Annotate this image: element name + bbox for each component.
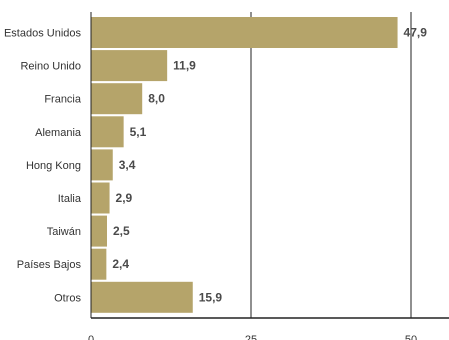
tick-labels: 0 25 50 xyxy=(88,334,417,340)
category-labels: Estados Unidos Reino Unido Francia Alemania… xyxy=(4,28,82,305)
value-label-francia: 8,0 xyxy=(148,92,165,106)
category-label-italia: Italia xyxy=(58,193,82,205)
bar-hong-kong xyxy=(91,149,113,181)
bar-reino-unido xyxy=(91,50,168,82)
bars xyxy=(91,17,398,313)
bar-francia xyxy=(91,83,143,115)
value-label-taiwan: 2,5 xyxy=(113,224,130,238)
value-labels: 47,9 11,9 8,0 5,1 3,4 2,9 2,5 2,4 15,9 xyxy=(112,26,427,305)
value-label-italia: 2,9 xyxy=(116,191,133,205)
bar-alemania xyxy=(91,116,124,148)
value-label-hong-kong: 3,4 xyxy=(119,158,136,172)
value-label-alemania: 5,1 xyxy=(130,125,147,139)
category-label-reino-unido: Reino Unido xyxy=(20,61,81,73)
category-label-taiwan: Taiwán xyxy=(47,226,81,238)
bar-otros xyxy=(91,281,193,313)
x-tick-label-25: 25 xyxy=(245,334,257,340)
gridlines xyxy=(250,12,412,318)
bar-taiwan xyxy=(91,215,107,247)
x-tick-label-50: 50 xyxy=(405,334,417,340)
bar-paises-bajos xyxy=(91,248,107,280)
value-label-otros: 15,9 xyxy=(199,290,223,304)
category-label-francia: Francia xyxy=(44,94,82,106)
value-label-reino-unido: 11,9 xyxy=(173,59,196,73)
value-label-paises-bajos: 2,4 xyxy=(112,257,129,271)
axes xyxy=(90,12,449,319)
category-label-paises-bajos: Países Bajos xyxy=(17,259,82,271)
category-label-alemania: Alemania xyxy=(35,127,82,139)
category-label-otros: Otros xyxy=(54,292,81,304)
bar-estados-unidos xyxy=(91,17,398,48)
category-label-estados-unidos: Estados Unidos xyxy=(4,28,82,40)
x-tick-label-0: 0 xyxy=(88,334,94,340)
bar-italia xyxy=(91,182,110,214)
value-label-estados-unidos: 47,9 xyxy=(404,26,428,40)
category-label-hong-kong: Hong Kong xyxy=(26,160,81,172)
